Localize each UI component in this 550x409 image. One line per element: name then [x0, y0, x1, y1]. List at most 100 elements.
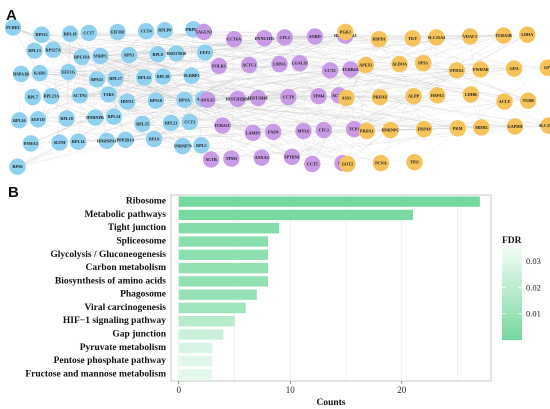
node-circle	[225, 31, 243, 48]
node-circle	[80, 24, 98, 42]
legend-title: FDR	[502, 236, 522, 246]
node-label: HSD17B10	[167, 51, 187, 56]
node-label: ACTC1	[242, 63, 256, 68]
node-label: RPL18	[64, 31, 77, 36]
network-node: RPL5	[193, 137, 210, 154]
node-circle	[214, 117, 231, 134]
network-node: TUBA1C	[214, 117, 231, 134]
network-node: TKT	[404, 30, 421, 47]
network-node: TCP1	[345, 121, 363, 138]
network-node: RPL34	[105, 108, 123, 125]
node-circle	[98, 132, 116, 149]
category-label: Fructose and mannose metabolism	[25, 369, 166, 379]
network-edge	[19, 52, 206, 121]
node-label: RPS12	[36, 32, 48, 37]
network-node: PFDX2	[448, 62, 465, 79]
node-circle	[519, 26, 536, 43]
network-edge	[203, 31, 471, 37]
node-circle	[168, 45, 185, 62]
bar	[178, 369, 213, 380]
network-edge	[249, 64, 529, 101]
network-node: EIF3M	[109, 23, 126, 41]
network-node: PRDX6	[371, 88, 389, 106]
node-label: TUBB	[522, 98, 534, 103]
network-edge	[237, 69, 481, 100]
legend-tick-label: 0.02	[526, 282, 541, 292]
network-edge	[142, 38, 413, 125]
node-label: RPL35	[136, 121, 149, 126]
category-label: Pentose phosphate pathway	[54, 356, 167, 366]
node-label: PFDX2	[450, 68, 463, 73]
node-label: HIST1H4F	[248, 96, 268, 101]
bar	[178, 223, 280, 234]
node-label: FOLR1	[212, 63, 226, 68]
node-circle	[174, 137, 191, 155]
node-circle	[338, 89, 355, 107]
network-node: HINT1	[119, 93, 136, 110]
network-node: ANXA5	[199, 91, 216, 109]
node-circle	[196, 44, 214, 61]
network-edge	[350, 69, 471, 95]
network-edge	[155, 29, 194, 101]
node-circle	[370, 31, 388, 48]
network-node: TUBB4A	[342, 61, 359, 78]
node-label: GOT2	[342, 162, 353, 167]
category-label: Viral carcinogenesis	[84, 303, 166, 313]
node-circle	[58, 110, 75, 127]
network-node: SORD	[306, 28, 324, 45]
node-label: CCT5	[307, 162, 318, 167]
node-circle	[105, 108, 123, 125]
network-edge	[100, 39, 380, 57]
network-node: TPM3	[223, 150, 240, 167]
network-node: KARS	[31, 64, 48, 82]
network-nodes: PCBD1 RPS12 RPL18 CCT7 EIF3M CCT4 RPLP0 PRPF31 R…	[4, 19, 550, 175]
node-circle	[88, 71, 106, 88]
node-label: TKT	[408, 36, 417, 41]
node-label: RPS27A	[46, 47, 61, 52]
network-node: TPM4	[310, 88, 327, 105]
network-node: RPL38	[154, 68, 172, 85]
network-node: EEF1G	[60, 63, 77, 81]
node-circle	[183, 67, 200, 84]
node-circle	[382, 121, 399, 139]
node-circle	[244, 124, 262, 141]
bar	[178, 342, 213, 353]
node-circle	[73, 48, 91, 66]
node-label: HSPA5	[431, 93, 444, 98]
node-label: SPTBN1	[284, 154, 300, 159]
network-edge	[96, 79, 107, 141]
node-circle	[33, 26, 50, 43]
node-label: CCT3	[184, 120, 195, 125]
node-circle	[428, 29, 445, 46]
network-edge	[12, 27, 82, 58]
network-edge	[88, 32, 346, 36]
network-node: PRDX1	[358, 122, 375, 140]
network-edge	[330, 70, 391, 131]
node-circle	[339, 155, 356, 173]
node-circle	[31, 64, 48, 82]
node-circle	[4, 19, 22, 36]
network-edge	[66, 78, 116, 119]
network-edge	[53, 49, 458, 129]
node-label: HSPD1	[372, 37, 385, 42]
node-label: SNRPC	[94, 54, 108, 59]
network-edge	[423, 36, 471, 64]
network-node: LMNA	[271, 55, 288, 73]
node-label: RPLP0	[158, 28, 171, 33]
node-label: ALDOA	[392, 62, 407, 67]
network-edge	[234, 36, 316, 40]
network-edge	[207, 36, 316, 100]
network-node: CCT3	[181, 113, 198, 131]
node-label: KARS	[34, 71, 46, 76]
node-circle	[134, 115, 151, 133]
node-circle	[276, 29, 293, 46]
network-edge	[264, 38, 458, 129]
node-label: MYL6	[298, 129, 310, 134]
node-label: TUBA1B	[495, 33, 512, 38]
network-edge	[347, 39, 380, 165]
network-edge	[128, 55, 172, 124]
node-circle	[29, 111, 47, 128]
network-edge	[53, 49, 549, 126]
node-circle	[337, 23, 354, 41]
network-edge	[303, 130, 343, 164]
